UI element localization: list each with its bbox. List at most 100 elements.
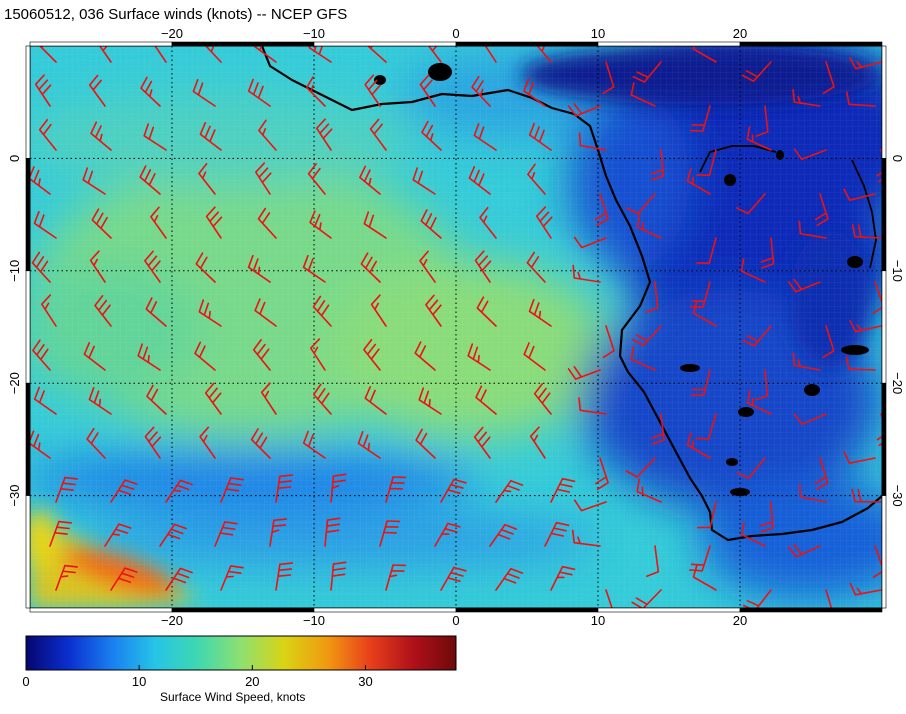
bottom-axis-segment <box>171 607 315 613</box>
wind-barb <box>536 206 553 239</box>
wind-barb <box>33 210 57 239</box>
wind-barb <box>305 76 326 107</box>
top-axis-segment <box>313 41 457 47</box>
wind-barb <box>760 237 775 269</box>
wind-barb <box>533 383 552 415</box>
wind-barb <box>315 118 333 151</box>
bottom-axis-segment <box>29 607 173 613</box>
wind-barb <box>139 165 161 195</box>
bottom-axis-segment <box>313 607 457 613</box>
wind-barb <box>787 543 821 558</box>
wind-barb <box>787 278 821 293</box>
wind-barb <box>330 561 347 591</box>
wind-barb <box>851 488 882 503</box>
wind-barb <box>626 193 656 215</box>
wind-barb <box>792 89 821 107</box>
wind-barb <box>82 167 106 195</box>
africa-west-coast <box>260 46 882 542</box>
wind-barb <box>851 223 882 239</box>
wind-barb <box>324 517 341 547</box>
wind-barb <box>194 341 216 371</box>
wind-barb <box>632 61 662 83</box>
wind-barb <box>165 479 193 503</box>
wind-barb <box>594 193 609 227</box>
wind-barb <box>313 383 332 415</box>
wind-barb <box>418 387 442 415</box>
wind-barb <box>330 473 347 503</box>
wind-barb <box>98 46 112 63</box>
wind-barb <box>38 119 57 151</box>
wind-barb <box>254 46 277 63</box>
bottom-axis-segment <box>597 607 741 613</box>
lon-tick-label-top: 10 <box>591 26 605 41</box>
wind-barb <box>740 258 766 283</box>
wind-barb <box>822 61 835 95</box>
wind-barb <box>275 474 293 503</box>
wind-barb <box>495 567 524 591</box>
wind-barb <box>364 386 387 415</box>
wind-barb <box>302 430 326 459</box>
wind-barb <box>467 343 491 371</box>
wind-barb <box>523 78 546 107</box>
wind-barb <box>369 118 387 151</box>
right-axis-segment <box>881 158 887 272</box>
wind-barb <box>526 251 546 283</box>
wind-barb <box>258 119 277 151</box>
top-axis-segment <box>739 41 883 47</box>
wind-barb <box>636 478 662 503</box>
wind-barb <box>567 103 601 117</box>
wind-barb <box>475 385 497 415</box>
wind-barb <box>527 163 546 195</box>
wind-barb <box>254 298 277 327</box>
wind-barb <box>88 74 106 107</box>
wind-barb <box>814 457 829 490</box>
wind-barb <box>740 521 766 547</box>
wind-barb <box>412 167 436 195</box>
map-axes: −20 −20 −10 −10 0 0 10 10 20 20 0 0 −10 −10 −20 −20 −30 −… <box>7 26 905 628</box>
wind-barb <box>257 207 277 239</box>
east-shore <box>851 159 877 269</box>
lon-tick-label-top: −10 <box>303 26 325 41</box>
wind-barb <box>473 123 497 151</box>
wind-barb <box>793 148 827 161</box>
wind-barb <box>814 193 829 227</box>
wind-barb <box>204 382 222 415</box>
wind-barb <box>528 122 552 151</box>
lake-shore <box>699 145 777 173</box>
wind-barb <box>275 562 293 591</box>
wind-barb <box>550 565 576 591</box>
wind-barb <box>146 384 167 415</box>
left-axis-segment <box>25 270 31 384</box>
wind-barb <box>159 523 187 547</box>
right-axis-segment <box>881 45 887 159</box>
wind-barb <box>759 501 774 533</box>
wind-barb <box>379 520 401 547</box>
wind-barb <box>846 91 876 107</box>
lon-tick-label-bottom: 20 <box>733 613 747 628</box>
wind-barb <box>572 264 601 283</box>
wind-barb <box>473 426 491 459</box>
wind-barb <box>312 295 332 327</box>
wind-barb <box>567 366 601 380</box>
lon-tick-label-bottom: 10 <box>591 613 605 628</box>
wind-barb <box>421 120 442 151</box>
wind-barb <box>755 105 769 137</box>
wind-barb <box>650 149 665 181</box>
top-axis-segment <box>171 41 315 47</box>
wind-barb <box>89 250 106 283</box>
wind-barb <box>34 74 52 107</box>
wind-barb <box>199 122 222 151</box>
wind-barb <box>602 61 615 95</box>
wind-barb <box>849 582 882 596</box>
wind-barb <box>419 250 436 283</box>
wind-barb <box>357 431 381 459</box>
chart-title: 15060512, 036 Surface winds (knots) -- N… <box>4 6 348 23</box>
wind-barb <box>849 57 882 70</box>
wind-barb <box>370 294 387 327</box>
wind-barb <box>799 483 827 503</box>
wind-barb <box>573 499 607 512</box>
lon-tick-label-top: 0 <box>452 26 459 41</box>
wind-barb <box>90 121 112 151</box>
wind-barb <box>605 589 613 608</box>
wind-barb <box>308 46 332 63</box>
